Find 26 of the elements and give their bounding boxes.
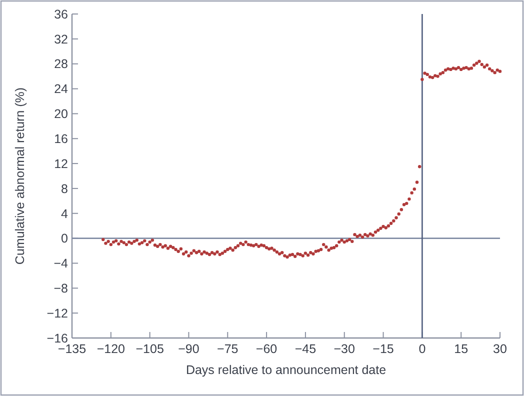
y-tick-label: 28: [54, 57, 68, 72]
y-axis-title: Cumulative abnormal return (%): [13, 87, 27, 265]
x-tick-label: −15: [372, 342, 394, 356]
x-tick-label: −120: [96, 342, 126, 356]
y-tick-label: 4: [61, 206, 68, 221]
y-tick-label: −8: [54, 282, 68, 296]
x-tick-label: 15: [454, 342, 468, 356]
x-tick-label: −45: [294, 342, 316, 356]
x-tick-label: 0: [418, 342, 426, 356]
y-tick-label: 0: [61, 232, 68, 246]
y-tick-label: −12: [46, 306, 68, 320]
x-tick-label: −60: [256, 342, 278, 356]
y-tick-label: 20: [54, 107, 68, 122]
x-tick-label: 30: [493, 342, 507, 356]
x-tick-label: −30: [334, 342, 356, 356]
y-tick-label: 32: [54, 32, 68, 46]
x-tick-label: −75: [217, 342, 238, 356]
y-tick-label: 36: [54, 7, 68, 22]
y-tick-label: 8: [61, 182, 68, 196]
y-tick-label: −4: [54, 256, 68, 271]
y-tick-label: 12: [54, 156, 68, 171]
x-axis-title: Days relative to announcement date: [186, 363, 386, 377]
y-tick-label: 16: [54, 132, 68, 146]
y-tick-label: 24: [54, 82, 68, 96]
x-tick-label: −105: [136, 342, 164, 356]
x-tick-label: −90: [178, 342, 200, 356]
